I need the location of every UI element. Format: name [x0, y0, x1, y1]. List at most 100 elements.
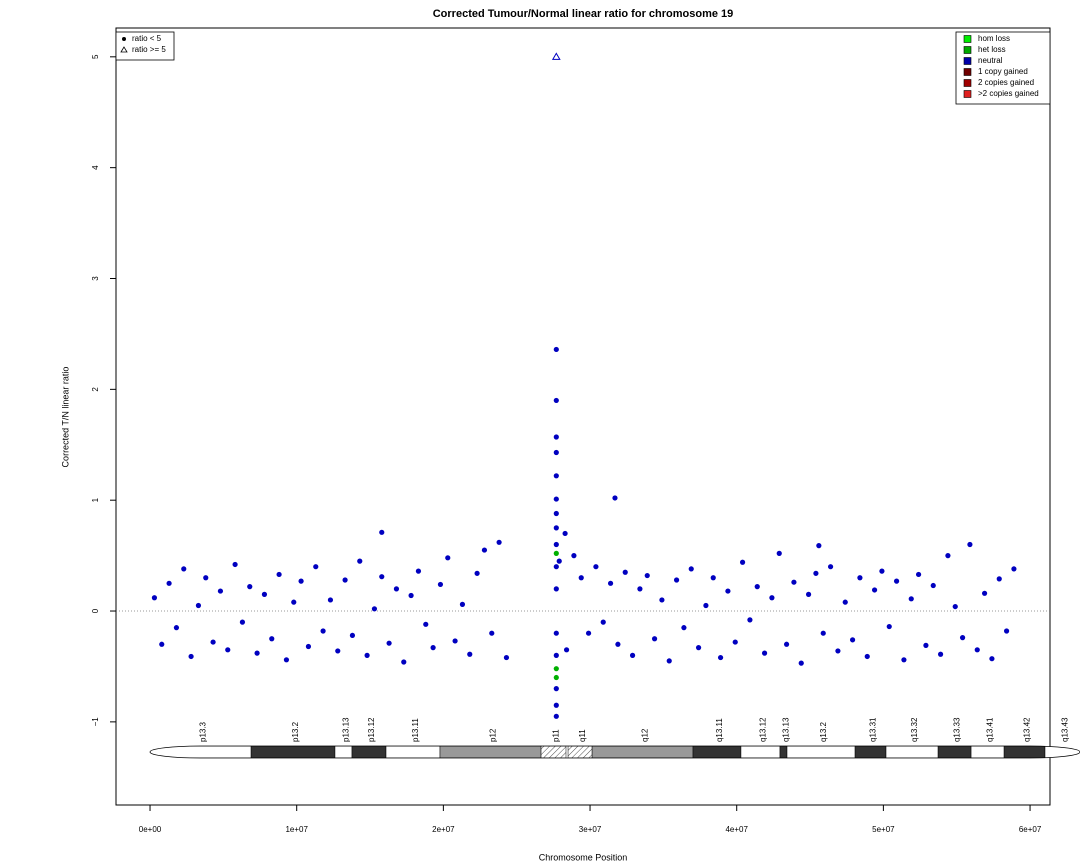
y-tick-label: 5: [91, 54, 100, 59]
point: [349, 632, 356, 639]
point: [937, 651, 944, 657]
point: [459, 601, 466, 607]
ideogram-label: p13.3: [199, 721, 208, 742]
legend-swatch: [963, 90, 972, 98]
point: [379, 574, 385, 580]
point: [553, 652, 559, 658]
ideogram-label: q12: [641, 728, 650, 742]
point: [247, 584, 253, 590]
point: [467, 651, 473, 657]
point: [553, 674, 559, 681]
ideogram-label: q13.43: [1061, 717, 1070, 742]
point: [232, 561, 238, 568]
point: [151, 595, 158, 601]
point: [357, 558, 363, 564]
ideogram-band: [779, 746, 788, 758]
x-tick-label: 3e+07: [579, 825, 602, 834]
ideogram-band: [937, 746, 972, 758]
point: [553, 510, 559, 517]
ideogram-band: [439, 746, 542, 758]
legend-swatch: [963, 46, 972, 54]
point: [481, 547, 488, 553]
ideogram-band: [786, 746, 856, 758]
legend-box: [955, 31, 1051, 105]
ideogram-outline: [149, 745, 1080, 759]
ideogram-label: p13.12: [367, 717, 376, 742]
point: [659, 597, 665, 603]
point: [553, 713, 559, 719]
point: [496, 539, 502, 545]
x-tick-label: 4e+07: [725, 825, 748, 834]
x-tick-label: 5e+07: [872, 825, 895, 834]
point: [681, 625, 687, 631]
point: [732, 639, 738, 645]
legend-marker: [122, 37, 126, 41]
point: [915, 571, 922, 578]
point: [695, 645, 702, 651]
point: [159, 641, 165, 647]
point: [254, 650, 260, 656]
point: [651, 636, 658, 642]
point: [959, 635, 966, 641]
point: [612, 495, 618, 501]
point: [188, 653, 194, 660]
ideogram-band: [692, 746, 742, 758]
ideogram-label: q13.12: [759, 717, 768, 742]
point: [805, 591, 812, 598]
legend-label: neutral: [978, 56, 1003, 65]
ideogram-band: [1044, 746, 1080, 758]
ideogram-band: [854, 746, 887, 758]
point: [452, 638, 458, 644]
ideogram-label: q13.2: [819, 721, 828, 742]
point: [195, 602, 202, 609]
point: [173, 625, 180, 631]
plot-frame: [115, 27, 1051, 806]
point: [989, 656, 995, 662]
point: [585, 630, 592, 636]
y-axis-title: Corrected T/N linear ratio: [60, 367, 70, 468]
point: [291, 599, 297, 605]
legend-box: [115, 31, 175, 61]
point: [335, 648, 341, 654]
point: [217, 588, 224, 594]
point: [276, 571, 282, 578]
ideogram-label: q13.42: [1023, 717, 1032, 742]
ideogram-label: q13.32: [910, 717, 919, 742]
point: [269, 636, 275, 642]
point: [408, 592, 414, 599]
ideogram-label: q13.33: [953, 717, 962, 742]
point: [364, 652, 370, 658]
legend-marker: [120, 46, 128, 53]
point: [945, 553, 951, 559]
ideogram-band: [250, 746, 336, 758]
point: [835, 648, 841, 654]
ideogram-label: q13.13: [782, 717, 791, 742]
point: [553, 702, 559, 708]
point: [261, 591, 268, 598]
point: [769, 595, 775, 601]
point: [908, 596, 914, 602]
ideogram-band: [351, 746, 387, 758]
y-tick-label: −1: [91, 717, 100, 727]
legend-label: 1 copy gained: [978, 67, 1028, 76]
point: [342, 577, 348, 583]
point: [386, 640, 392, 646]
point: [553, 434, 559, 440]
point: [445, 555, 451, 561]
ideogram-band: [540, 746, 567, 758]
point: [893, 578, 900, 584]
legend-label: hom loss: [978, 34, 1010, 43]
point: [239, 619, 246, 625]
ideogram-band: [591, 746, 694, 758]
point: [710, 575, 716, 581]
point: [600, 619, 606, 625]
point: [166, 580, 172, 586]
point: [820, 630, 826, 636]
point: [553, 541, 559, 548]
ideogram-label: p13.13: [342, 717, 351, 742]
point: [879, 568, 885, 574]
point: [437, 581, 444, 588]
point: [754, 584, 760, 590]
